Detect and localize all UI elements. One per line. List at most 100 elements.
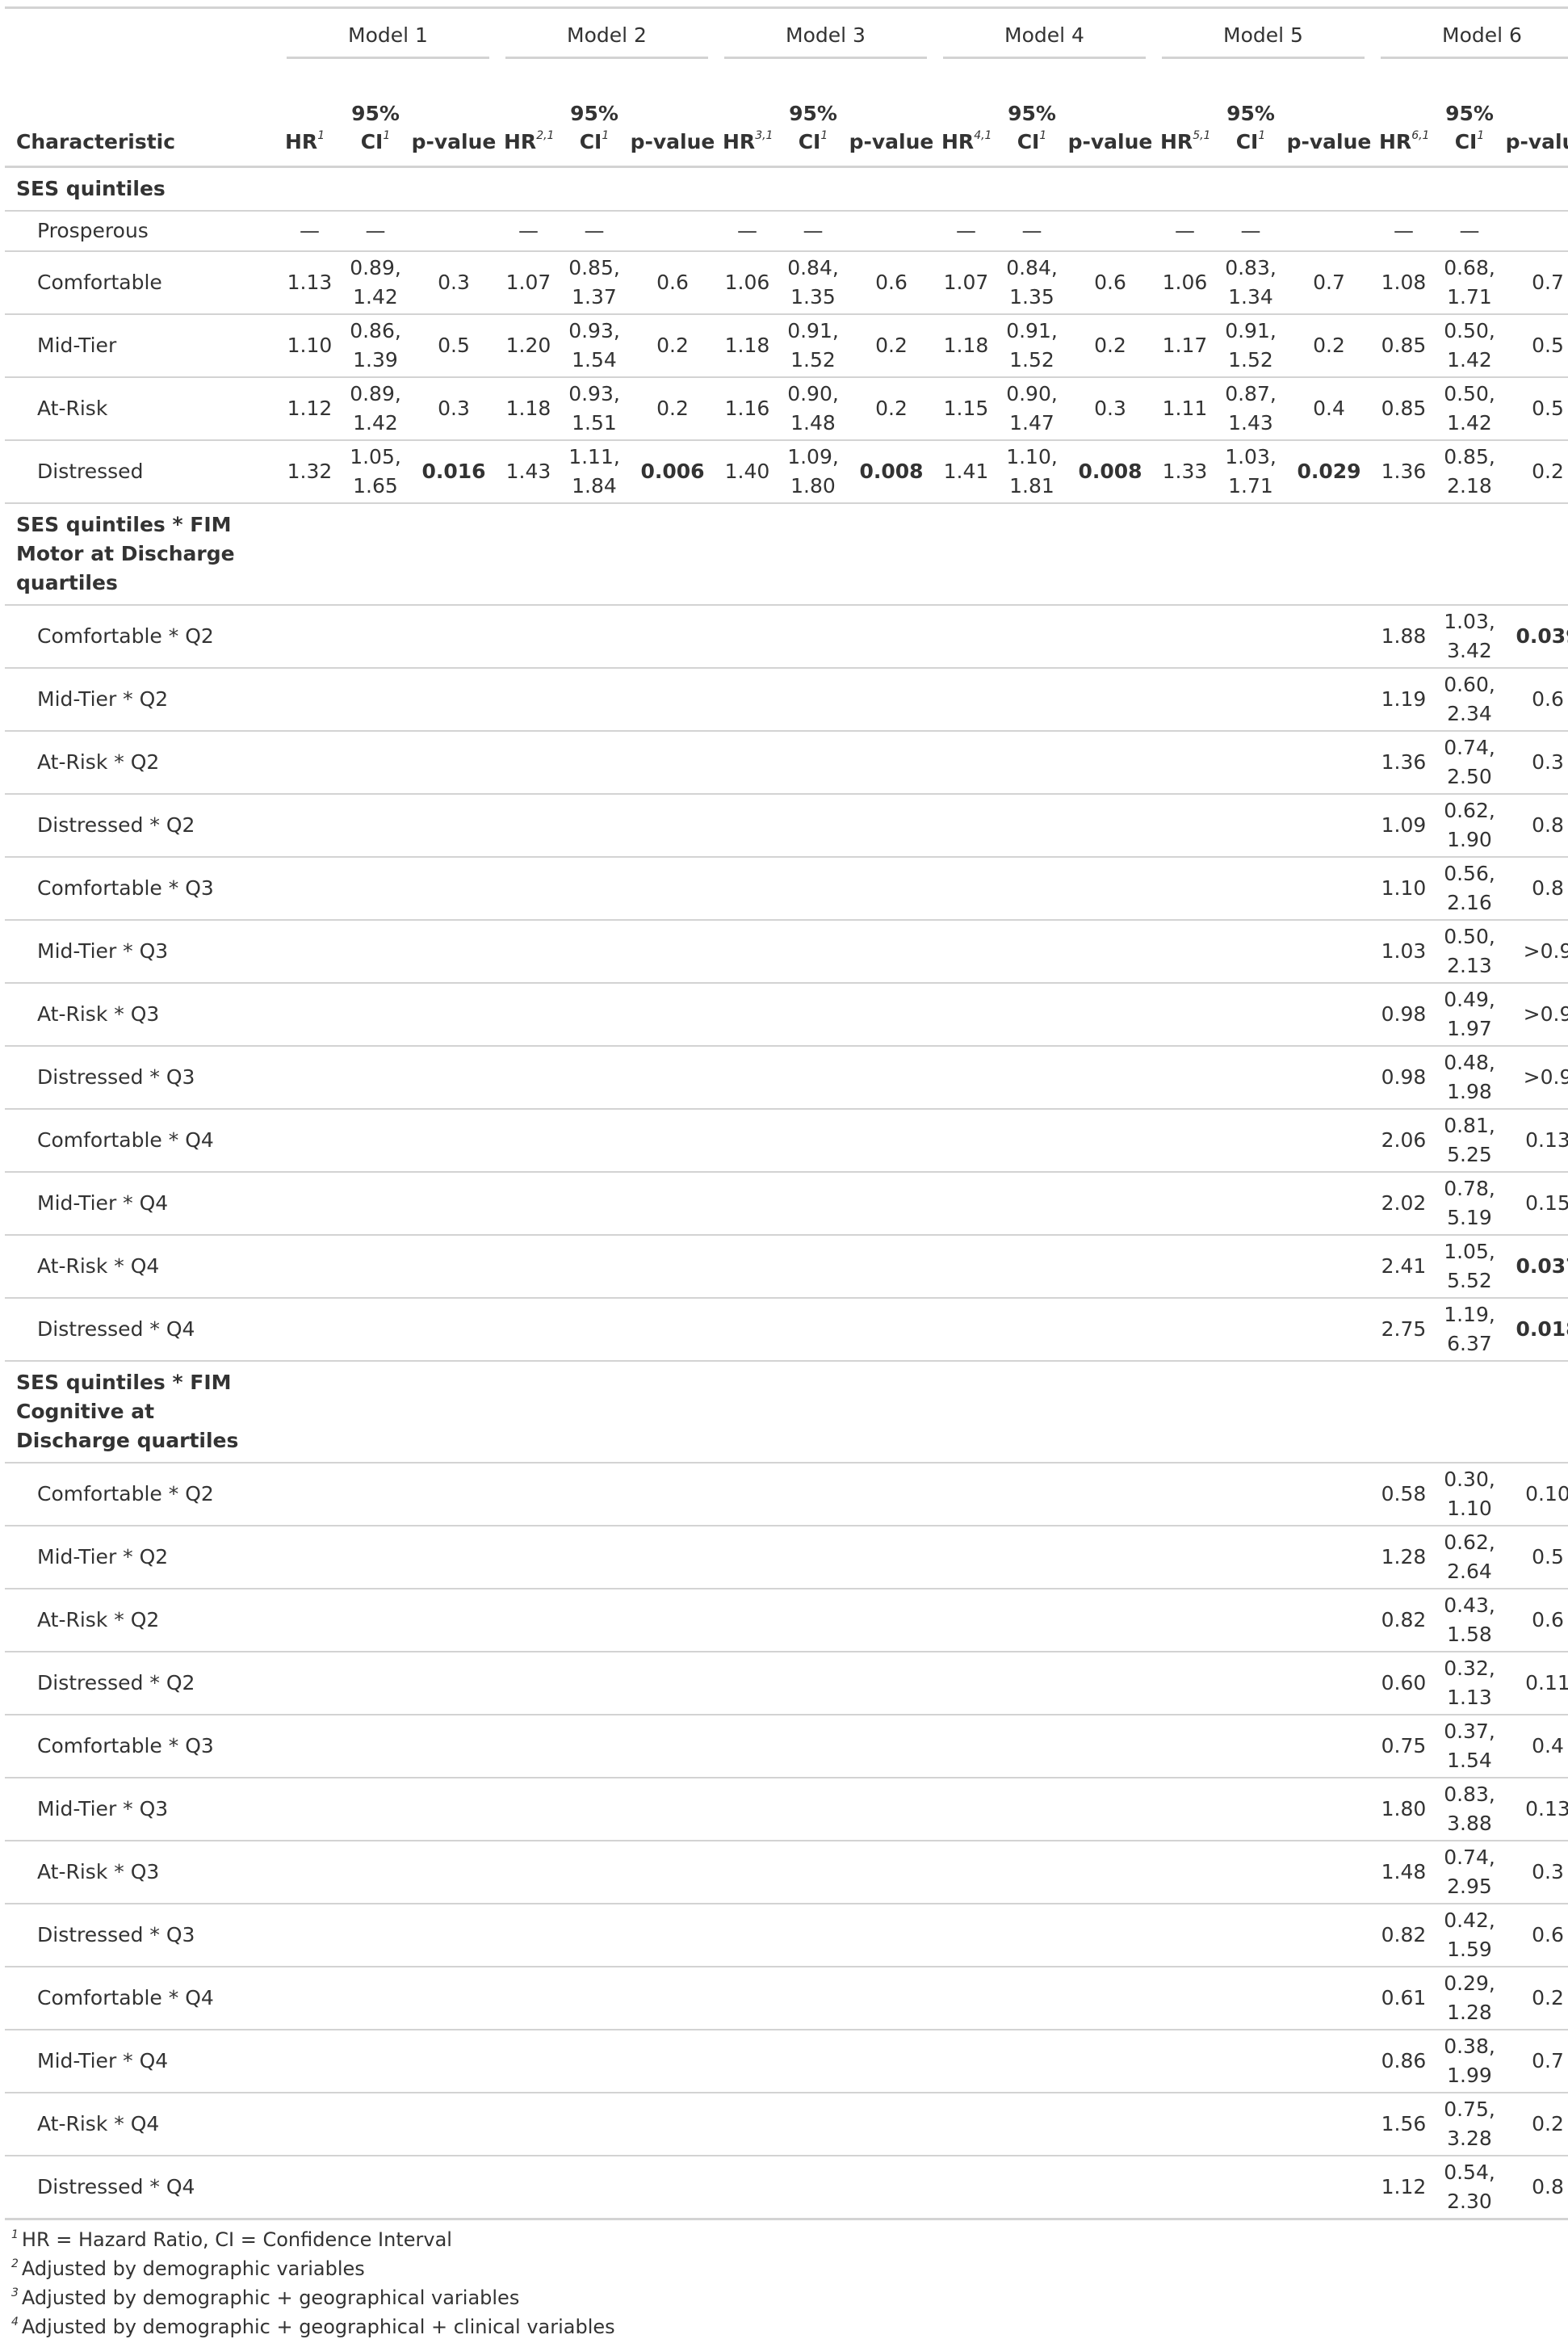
ci-cell: [778, 1109, 848, 1173]
hr-cell: 1.07: [935, 251, 997, 315]
hr-cell: [716, 857, 778, 921]
p-value-cell: 0.008: [848, 440, 935, 504]
ci-cell: [997, 794, 1067, 858]
table-row: Comfortable 1.13 0.89, 1.42 0.3 1.07 0.85, 1.…: [5, 251, 1568, 315]
row-label: At-Risk * Q3: [5, 1841, 279, 1904]
ci-cell: [778, 983, 848, 1047]
hr-cell: 1.80: [1373, 1778, 1435, 1841]
ci-cell: [1216, 1778, 1285, 1841]
p-value-cell: [410, 857, 497, 921]
hr-cell: [497, 983, 560, 1047]
ci-cell: [778, 731, 848, 795]
ci-cell: [778, 857, 848, 921]
ci-cell: [997, 1526, 1067, 1589]
p-value-cell: [1285, 1904, 1373, 1967]
ci-header: 95% CI1: [1435, 73, 1504, 168]
p-value-cell: [410, 1715, 497, 1778]
hr-cell: [1154, 857, 1216, 921]
hr-cell: [279, 1778, 341, 1841]
ci-cell: 0.43, 1.58: [1435, 1589, 1504, 1652]
p-value-header: p-value: [1067, 73, 1154, 168]
hr-cell: [935, 1235, 997, 1299]
table-row: At-Risk * Q2 0.82 0.43, 1.58 0.6: [5, 1589, 1568, 1652]
ci-header: 95% CI1: [778, 73, 848, 168]
ci-header-text: 95% CI: [789, 102, 837, 153]
p-value-cell: [1067, 1778, 1154, 1841]
row-label: At-Risk * Q3: [5, 983, 279, 1047]
ci-cell: [341, 1172, 410, 1236]
hr-cell: [1154, 920, 1216, 984]
hr-cell: [1154, 668, 1216, 732]
hr-cell: [1154, 1967, 1216, 2030]
ci-cell: [341, 1046, 410, 1110]
p-value-cell: [1067, 1235, 1154, 1299]
p-value-cell: [848, 1235, 935, 1299]
hr-cell: [497, 731, 560, 795]
p-value-cell: 0.8: [1504, 2156, 1568, 2220]
p-value-cell: [1067, 1967, 1154, 2030]
ci-cell: [1216, 1172, 1285, 1236]
p-value-cell: 0.10: [1504, 1463, 1568, 1526]
ci-cell: 0.32, 1.13: [1435, 1652, 1504, 1715]
hr-cell: 1.06: [716, 251, 778, 315]
hr-cell: [716, 605, 778, 669]
row-label: Mid-Tier * Q2: [5, 1526, 279, 1589]
hr-header: HR3,1: [716, 73, 778, 168]
p-value-cell: [410, 605, 497, 669]
p-value-cell: [1285, 1172, 1373, 1236]
group-header-label: SES quintiles * FIM Motor at Discharge q…: [5, 503, 1568, 606]
p-value-cell: 0.3: [410, 251, 497, 315]
table-row: Comfortable * Q2 0.58 0.30, 1.10 0.10: [5, 1463, 1568, 1526]
ci-cell: [997, 1235, 1067, 1299]
hr-cell: [279, 1046, 341, 1110]
p-value-cell: [629, 983, 716, 1047]
hr-cell: 1.41: [935, 440, 997, 504]
hr-cell: [1154, 1526, 1216, 1589]
ci-cell: 0.50, 2.13: [1435, 920, 1504, 984]
p-value-header-text: p-value: [1286, 130, 1372, 153]
ci-cell: 1.11, 1.84: [560, 440, 629, 504]
table-row: Comfortable * Q4 2.06 0.81, 5.25 0.13: [5, 1109, 1568, 1173]
ci-cell: [341, 983, 410, 1047]
hr-cell: [716, 1526, 778, 1589]
row-label: Distressed * Q3: [5, 1046, 279, 1110]
hr-cell: —: [1154, 211, 1216, 252]
hr-cell: 0.86: [1373, 2030, 1435, 2093]
table-row: Mid-Tier * Q4 2.02 0.78, 5.19 0.15: [5, 1172, 1568, 1236]
group-header-text: SES quintiles * FIM Motor at Discharge q…: [16, 513, 235, 594]
p-value-cell: [629, 1526, 716, 1589]
p-value-cell: [629, 1298, 716, 1362]
p-value-cell: [629, 211, 716, 252]
p-value-cell: [1067, 1298, 1154, 1362]
p-value-cell: [410, 1172, 497, 1236]
ci-cell: [560, 1046, 629, 1110]
footnote-mark: 1: [11, 2228, 19, 2241]
row-label: Comfortable * Q2: [5, 605, 279, 669]
row-label: Mid-Tier * Q4: [5, 2030, 279, 2093]
p-value-cell: [629, 605, 716, 669]
ci-cell: 0.86, 1.39: [341, 314, 410, 378]
ci-cell: [560, 2156, 629, 2220]
p-value-cell: 0.2: [1285, 314, 1373, 378]
p-value-cell: 0.11: [1504, 1652, 1568, 1715]
p-value-cell: >0.9: [1504, 1046, 1568, 1110]
ci-header-text: 95% CI: [1008, 102, 1056, 153]
ci-cell: [341, 1589, 410, 1652]
p-value-cell: [410, 1904, 497, 1967]
hr-cell: [935, 794, 997, 858]
hr-cell: [1154, 1109, 1216, 1173]
ci-cell: 0.90, 1.47: [997, 377, 1067, 441]
ci-cell: 0.50, 1.42: [1435, 314, 1504, 378]
p-value-cell: [629, 2030, 716, 2093]
hr-cell: [716, 1172, 778, 1236]
p-value-cell: [410, 668, 497, 732]
p-value-cell: [1285, 1778, 1373, 1841]
hr-cell: [497, 1235, 560, 1299]
p-value-cell: [848, 1715, 935, 1778]
row-label: Distressed * Q2: [5, 794, 279, 858]
hr-cell: 1.07: [497, 251, 560, 315]
p-value-cell: [410, 2156, 497, 2220]
ci-cell: —: [1435, 211, 1504, 252]
footnote-mark: 1: [820, 129, 828, 142]
